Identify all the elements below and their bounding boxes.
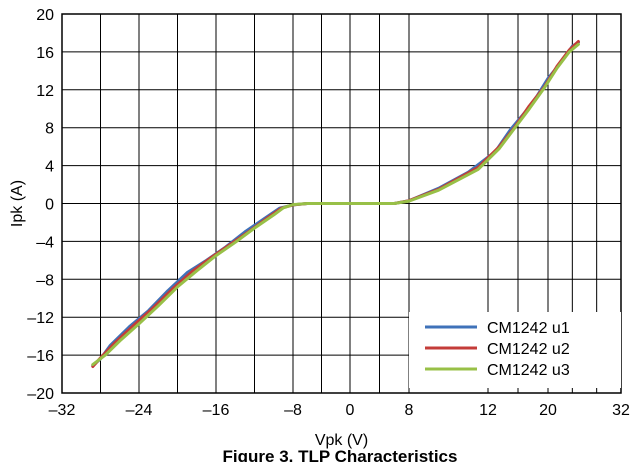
y-tick-label: –8 — [36, 272, 54, 289]
y-tick-label: –16 — [27, 348, 54, 365]
x-tick-label: 0 — [346, 402, 355, 419]
y-tick-label: 20 — [36, 7, 54, 24]
y-tick-label: 4 — [45, 159, 54, 176]
x-axis-label: Vpk (V) — [315, 432, 368, 449]
figure-caption: Figure 3. TLP Characteristics — [223, 447, 458, 462]
x-tick-labels: –32 –24 –16 –8 0 8 12 20 32 — [49, 402, 630, 419]
y-tick-label: –4 — [36, 234, 54, 251]
legend-label-3: CM1242 u3 — [487, 362, 570, 379]
y-axis-label: Ipk (A) — [9, 180, 26, 227]
y-tick-label: 16 — [36, 45, 54, 62]
x-tick-label: 12 — [479, 402, 497, 419]
legend-box — [409, 312, 621, 388]
x-tick-label: 32 — [612, 402, 630, 419]
x-tick-label: –16 — [203, 402, 230, 419]
y-tick-labels: 20 16 12 8 4 0 –4 –8 –12 –16 –20 — [27, 7, 54, 403]
series-lines — [91, 40, 580, 368]
y-tick-label: –20 — [27, 386, 54, 403]
x-tick-label: –8 — [284, 402, 302, 419]
legend-label-1: CM1242 u1 — [487, 320, 570, 337]
legend: CM1242 u1 CM1242 u2 CM1242 u3 — [409, 312, 621, 388]
plot-frame — [61, 13, 622, 394]
series-line-3 — [91, 42, 580, 367]
x-tick-label: –32 — [49, 402, 76, 419]
y-tick-label: 12 — [36, 83, 54, 100]
x-tick-label: –24 — [126, 402, 153, 419]
legend-label-2: CM1242 u2 — [487, 341, 570, 358]
y-tick-label: –12 — [27, 310, 54, 327]
y-tick-label: 0 — [45, 197, 54, 214]
x-tick-label: 20 — [539, 402, 557, 419]
y-tick-label: 8 — [45, 121, 54, 138]
x-tick-label: 8 — [405, 402, 414, 419]
